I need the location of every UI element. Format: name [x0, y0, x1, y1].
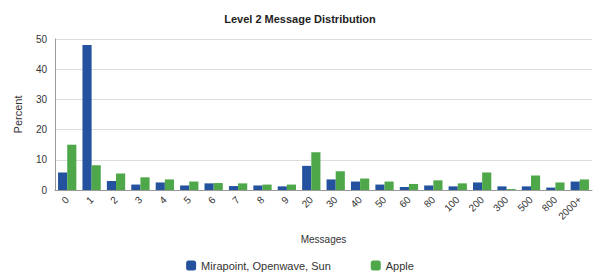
svg-text:Apple: Apple: [386, 260, 414, 272]
svg-text:20: 20: [36, 124, 48, 135]
svg-text:Mirapoint, Openwave, Sun: Mirapoint, Openwave, Sun: [201, 260, 331, 272]
svg-text:Percent: Percent: [12, 96, 24, 134]
svg-text:500: 500: [515, 194, 535, 214]
svg-text:0: 0: [41, 185, 47, 196]
svg-text:5: 5: [181, 194, 193, 206]
svg-text:300: 300: [491, 194, 511, 214]
svg-text:1: 1: [84, 194, 96, 206]
svg-text:8: 8: [255, 194, 267, 206]
svg-text:6: 6: [206, 194, 218, 206]
svg-text:4: 4: [157, 194, 169, 206]
svg-text:30: 30: [324, 194, 340, 210]
svg-text:50: 50: [36, 34, 48, 45]
svg-text:40: 40: [348, 194, 364, 210]
svg-text:100: 100: [442, 194, 462, 214]
svg-text:9: 9: [279, 194, 291, 206]
svg-text:50: 50: [373, 194, 389, 210]
svg-text:200: 200: [466, 194, 486, 214]
svg-text:Messages: Messages: [301, 234, 347, 245]
svg-text:2000+: 2000+: [556, 194, 584, 222]
svg-text:20: 20: [300, 194, 316, 210]
svg-text:0: 0: [59, 194, 71, 206]
svg-text:80: 80: [422, 194, 438, 210]
svg-text:800: 800: [540, 194, 560, 214]
svg-text:60: 60: [397, 194, 413, 210]
svg-text:2: 2: [108, 194, 120, 206]
svg-text:3: 3: [133, 194, 145, 206]
svg-text:40: 40: [36, 64, 48, 75]
svg-text:10: 10: [36, 154, 48, 165]
svg-text:Level 2 Message Distribution: Level 2 Message Distribution: [224, 13, 376, 25]
svg-text:7: 7: [230, 194, 242, 206]
svg-text:30: 30: [36, 94, 48, 105]
